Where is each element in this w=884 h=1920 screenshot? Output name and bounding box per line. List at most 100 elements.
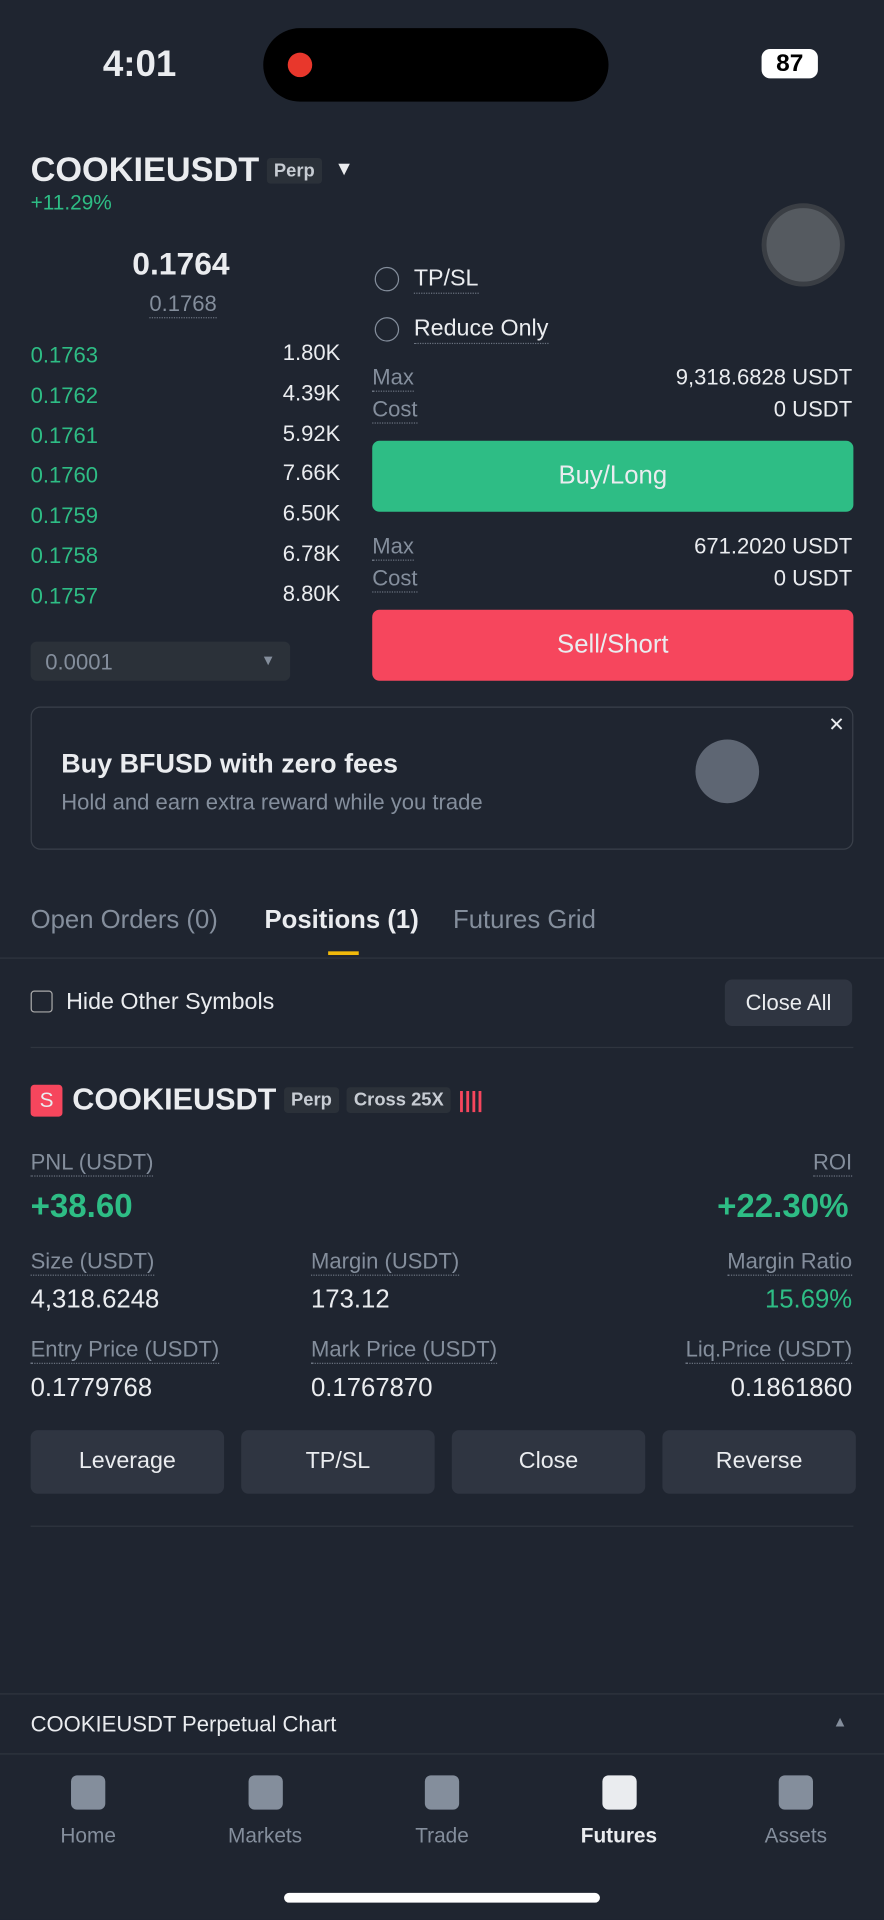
nav-icon xyxy=(247,1775,283,1810)
close-promo[interactable]: ✕ xyxy=(828,715,845,736)
field-value: 0.1861860 xyxy=(730,1373,853,1402)
arrow: ▲ xyxy=(832,1712,848,1731)
field-label: Liq.Price (USDT) xyxy=(685,1337,853,1364)
roi-label: ROI xyxy=(812,1150,853,1177)
risk-bars: |||| xyxy=(458,1087,484,1112)
option-label: TP/SL xyxy=(413,266,479,294)
radio[interactable] xyxy=(374,266,400,292)
position-symbol: COOKIEUSDT xyxy=(72,1082,277,1117)
divider xyxy=(0,957,884,959)
option-label: Reduce Only xyxy=(413,316,549,345)
max-label: Max xyxy=(372,534,414,561)
cost-value: 0 USDT xyxy=(773,396,853,422)
assistive-touch[interactable] xyxy=(761,203,845,287)
nav-icon xyxy=(601,1775,637,1810)
change: +11.29% xyxy=(30,191,112,215)
nav-label[interactable]: Futures xyxy=(580,1824,658,1848)
max-value: 671.2020 USDT xyxy=(694,533,853,559)
nav-label[interactable]: Trade xyxy=(415,1824,469,1848)
bid-price: 0.1761 xyxy=(30,423,99,448)
nav-label[interactable]: Markets xyxy=(228,1824,303,1848)
cost-label: Cost xyxy=(372,397,418,424)
symbol: COOKIEUSDT xyxy=(30,150,260,189)
bid-price: 0.1762 xyxy=(30,382,99,408)
field-label: Entry Price (USDT) xyxy=(30,1337,220,1364)
field-value: 0.1779768 xyxy=(30,1373,153,1402)
tab[interactable]: Open Orders (0) xyxy=(30,906,218,935)
record-dot xyxy=(287,52,313,78)
field-value: 4,318.6248 xyxy=(30,1285,160,1314)
position-symbol-row: COOKIEUSDT Perp Cross 25X |||| xyxy=(72,1082,483,1118)
promo-subtitle: Hold and earn extra reward while you tra… xyxy=(61,789,483,815)
battery: 87 xyxy=(761,48,818,79)
radio[interactable] xyxy=(374,317,400,342)
nav-icon xyxy=(778,1775,813,1810)
field-label: Size (USDT) xyxy=(30,1249,155,1276)
tab[interactable]: Positions (1) xyxy=(264,906,419,935)
step-select[interactable]: 0.0001 ▼ xyxy=(30,641,291,681)
field-label: Mark Price (USDT) xyxy=(310,1337,498,1364)
field-value: 173.12 xyxy=(310,1285,390,1314)
pnl-label: PNL (USDT) xyxy=(30,1150,154,1177)
filter-label: Hide Other Symbols xyxy=(66,989,275,1016)
home-indicator xyxy=(284,1892,600,1903)
mark-price: 0.1768 xyxy=(149,291,217,319)
bid-price: 0.1759 xyxy=(30,503,99,528)
field-value: 0.1767870 xyxy=(310,1373,433,1402)
bid-price: 0.1757 xyxy=(30,583,99,609)
cost-label: Cost xyxy=(372,566,418,593)
bid-qty: 8.80K xyxy=(282,581,341,606)
bid-qty: 6.50K xyxy=(282,501,341,526)
last-price: 0.1764 xyxy=(132,244,230,282)
field-label: Margin Ratio xyxy=(727,1249,853,1276)
pnl: +38.60 xyxy=(30,1187,133,1225)
side-badge: S xyxy=(30,1084,63,1117)
chart-bar[interactable]: COOKIEUSDT Perpetual Chart ▲ xyxy=(0,1693,884,1755)
close-all[interactable]: Close All xyxy=(724,979,853,1027)
checkbox[interactable] xyxy=(30,990,53,1013)
bid-price: 0.1760 xyxy=(30,463,99,488)
bid-qty: 7.66K xyxy=(282,460,341,486)
dynamic-island xyxy=(263,28,609,102)
field-label: Margin (USDT) xyxy=(310,1249,460,1276)
promo-card[interactable]: Buy BFUSD with zero fees Hold and earn e… xyxy=(30,706,854,850)
sell-button[interactable]: Sell/Short xyxy=(372,609,854,681)
position-button[interactable]: TP/SL xyxy=(241,1430,435,1494)
nav-icon xyxy=(71,1775,106,1810)
header-symbol-row[interactable]: COOKIEUSDT Perp ▼ xyxy=(31,151,354,190)
bid-price: 0.1763 xyxy=(30,342,99,368)
arrow: ▼ xyxy=(260,651,276,669)
divider xyxy=(30,1046,854,1049)
bid-qty: 5.92K xyxy=(282,420,341,446)
roi: +22.30% xyxy=(717,1187,849,1225)
divider xyxy=(30,1525,854,1527)
nav-label[interactable]: Assets xyxy=(764,1824,828,1848)
dropdown-arrow: ▼ xyxy=(334,159,354,180)
field-value: 15.69% xyxy=(764,1285,853,1314)
position-button[interactable]: Leverage xyxy=(30,1430,225,1494)
max-value: 9,318.6828 USDT xyxy=(675,364,853,390)
tab[interactable]: Futures Grid xyxy=(453,906,596,935)
position-tag: Cross 25X xyxy=(346,1087,452,1113)
step: 0.0001 xyxy=(45,650,113,675)
nav-label[interactable]: Home xyxy=(60,1824,116,1848)
tab-indicator xyxy=(328,951,359,956)
bid-qty: 1.80K xyxy=(282,340,341,365)
perp-tag: Perp xyxy=(266,157,323,184)
promo-title: Buy BFUSD with zero fees xyxy=(61,748,398,779)
status-time: 4:01 xyxy=(102,44,177,85)
bid-qty: 4.39K xyxy=(282,380,341,406)
cost-value: 0 USDT xyxy=(773,565,853,591)
promo-icon xyxy=(695,739,760,804)
position-button[interactable]: Reverse xyxy=(662,1430,856,1494)
chart-bar-label: COOKIEUSDT Perpetual Chart xyxy=(30,1711,337,1737)
position-tag: Perp xyxy=(283,1087,340,1113)
nav-icon xyxy=(424,1775,460,1810)
position-button[interactable]: Close xyxy=(451,1430,646,1494)
buy-button[interactable]: Buy/Long xyxy=(372,440,854,512)
max-label: Max xyxy=(372,365,414,392)
bid-price: 0.1758 xyxy=(30,543,99,569)
bid-qty: 6.78K xyxy=(282,541,341,566)
